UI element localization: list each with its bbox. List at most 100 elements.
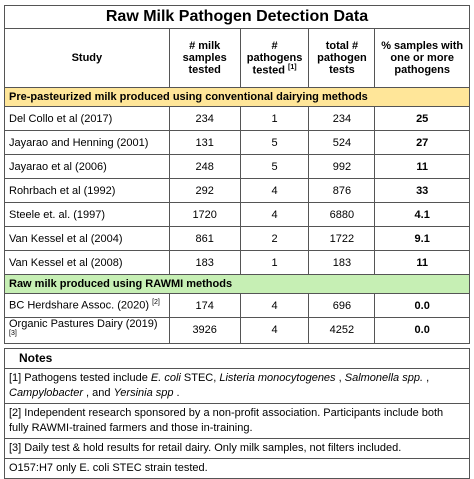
study-cell: Steele et. al. (1997) xyxy=(4,202,170,227)
column-header: # milk samples tested xyxy=(168,28,241,88)
study-name: Jayarao et al (2006) xyxy=(9,160,107,173)
total-cell: 4252 xyxy=(308,317,376,344)
note-text: Salmonella spp. xyxy=(344,372,424,384)
pathogens-cell: 1 xyxy=(239,106,310,131)
total-cell: 183 xyxy=(308,250,376,275)
samples-cell: 174 xyxy=(168,293,241,318)
header-text: Study xyxy=(71,52,103,64)
data-row: Van Kessel et al (2004) 861 2 1722 9.1 xyxy=(4,226,470,251)
total-cell: 696 xyxy=(308,293,376,318)
study-name: Van Kessel et al (2004) xyxy=(9,232,123,245)
data-row: Rohrbach et al (1992) 292 4 876 33 xyxy=(4,178,470,203)
study-name: BC Herdshare Assoc. (2020) xyxy=(9,299,150,312)
pct-cell: 9.1 xyxy=(374,226,470,251)
note-text: , xyxy=(335,372,345,384)
study-cell: Del Collo et al (2017) xyxy=(4,106,170,131)
note-text: , and xyxy=(82,387,114,399)
pathogens-cell: 4 xyxy=(239,202,310,227)
data-row: Jayarao et al (2006) 248 5 992 11 xyxy=(4,154,470,179)
pct-cell: 11 xyxy=(374,154,470,179)
note: [2] Independent research sponsored by a … xyxy=(4,403,470,439)
note: [1] Pathogens tested include E. coli STE… xyxy=(4,368,470,404)
samples-cell: 3926 xyxy=(168,317,241,344)
note-text: Campylobacter xyxy=(9,387,83,399)
pct-cell: 0.0 xyxy=(374,293,470,318)
study-cell: Van Kessel et al (2004) xyxy=(4,226,170,251)
section-row: Raw milk produced using RAWMI methods xyxy=(4,274,470,294)
note-text: STEC, xyxy=(180,372,220,384)
note-text: Yersinia spp xyxy=(113,387,174,399)
study-name: Del Collo et al (2017) xyxy=(9,112,113,125)
study-cell: Jayarao and Henning (2001) xyxy=(4,130,170,155)
samples-cell: 292 xyxy=(168,178,241,203)
data-row: Del Collo et al (2017) 234 1 234 25 xyxy=(4,106,470,131)
note-text: , xyxy=(423,372,430,384)
note-row: [3] Daily test & hold results for retail… xyxy=(4,438,470,459)
pct-cell: 4.1 xyxy=(374,202,470,227)
data-row: Organic Pastures Dairy (2019) [3] 3926 4 42… xyxy=(4,317,470,344)
study-name: Organic Pastures Dairy (2019) xyxy=(9,318,158,330)
pct-cell: 33 xyxy=(374,178,470,203)
study-name: Jayarao and Henning (2001) xyxy=(9,136,149,149)
total-cell: 1722 xyxy=(308,226,376,251)
header-text: total # pathogen tests xyxy=(317,40,367,76)
column-header: # pathogens tested [1] xyxy=(239,28,310,88)
data-row: Van Kessel et al (2008) 183 1 183 11 xyxy=(4,250,470,275)
column-header: Study xyxy=(4,28,170,88)
note-row: [1] Pathogens tested include E. coli STE… xyxy=(4,368,470,404)
total-cell: 6880 xyxy=(308,202,376,227)
study-cell: Rohrbach et al (1992) xyxy=(4,178,170,203)
note-text: . xyxy=(173,387,180,399)
footnote-ref: [3] xyxy=(9,330,17,337)
pathogens-cell: 2 xyxy=(239,226,310,251)
samples-cell: 861 xyxy=(168,226,241,251)
total-cell: 524 xyxy=(308,130,376,155)
samples-cell: 183 xyxy=(168,250,241,275)
total-cell: 992 xyxy=(308,154,376,179)
data-row: Jayarao and Henning (2001) 131 5 524 27 xyxy=(4,130,470,155)
header-text: # milk samples tested xyxy=(182,40,227,76)
notes-title-row: Notes xyxy=(4,348,470,369)
study-cell: BC Herdshare Assoc. (2020) [2] xyxy=(4,293,170,318)
data-row: BC Herdshare Assoc. (2020) [2] 174 4 696 0.0 xyxy=(4,293,470,318)
notes-title: Notes xyxy=(4,348,470,369)
header-text: % samples with one or more pathogens xyxy=(381,40,464,76)
samples-cell: 1720 xyxy=(168,202,241,227)
pct-cell: 11 xyxy=(374,250,470,275)
pathogens-cell: 4 xyxy=(239,178,310,203)
study-cell: Jayarao et al (2006) xyxy=(4,154,170,179)
note-text: [2] Independent research sponsored by a … xyxy=(9,407,444,434)
pct-cell: 0.0 xyxy=(374,317,470,344)
pathogens-cell: 5 xyxy=(239,130,310,155)
note-row: [2] Independent research sponsored by a … xyxy=(4,403,470,439)
pct-cell: 27 xyxy=(374,130,470,155)
footnote-ref: [2] xyxy=(152,299,160,307)
pct-cell: 25 xyxy=(374,106,470,131)
note-text: O157:H7 only E. coli STEC strain tested. xyxy=(9,462,208,474)
notes-table: Notes [1] Pathogens tested include E. col… xyxy=(4,348,470,479)
study-name: Van Kessel et al (2008) xyxy=(9,256,123,269)
study-cell: Organic Pastures Dairy (2019) [3] xyxy=(4,317,170,344)
note-text: [1] Pathogens tested include xyxy=(9,372,151,384)
column-header: % samples with one or more pathogens xyxy=(374,28,470,88)
samples-cell: 131 xyxy=(168,130,241,155)
section-title: Pre-pasteurized milk produced using conv… xyxy=(4,87,470,107)
samples-cell: 234 xyxy=(168,106,241,131)
data-table: Raw Milk Pathogen Detection Data Study # m… xyxy=(4,5,470,344)
study-cell: Van Kessel et al (2008) xyxy=(4,250,170,275)
header-text: # pathogens tested xyxy=(246,39,303,77)
pathogens-cell: 1 xyxy=(239,250,310,275)
section-row: Pre-pasteurized milk produced using conv… xyxy=(4,87,470,107)
study-name: Steele et. al. (1997) xyxy=(9,208,106,221)
title-row: Raw Milk Pathogen Detection Data xyxy=(4,5,470,29)
note: O157:H7 only E. coli STEC strain tested. xyxy=(4,458,470,479)
pathogens-cell: 4 xyxy=(239,293,310,318)
note-row: O157:H7 only E. coli STEC strain tested. xyxy=(4,458,470,479)
pathogens-cell: 4 xyxy=(239,317,310,344)
total-cell: 876 xyxy=(308,178,376,203)
table-title: Raw Milk Pathogen Detection Data xyxy=(4,5,470,29)
column-header: total # pathogen tests xyxy=(308,28,376,88)
study-name: Rohrbach et al (1992) xyxy=(9,184,116,197)
total-cell: 234 xyxy=(308,106,376,131)
